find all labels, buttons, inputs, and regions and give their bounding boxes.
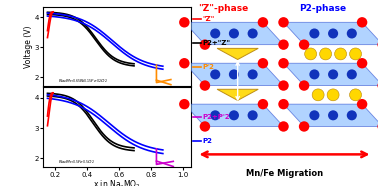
Circle shape xyxy=(347,28,357,39)
Circle shape xyxy=(357,17,367,28)
Circle shape xyxy=(278,39,289,50)
Text: P2-phase: P2-phase xyxy=(299,4,347,13)
Circle shape xyxy=(328,28,338,39)
Text: P2: P2 xyxy=(202,138,212,144)
Circle shape xyxy=(278,99,289,109)
Circle shape xyxy=(309,69,319,79)
Y-axis label: Voltage (V): Voltage (V) xyxy=(25,25,33,68)
Circle shape xyxy=(320,48,332,60)
Circle shape xyxy=(309,28,319,39)
Circle shape xyxy=(299,80,309,91)
Text: Na$_x$Mn$_{0.65}$Ni$_{0.15}$Fe$_{0.2}$O$_2$: Na$_x$Mn$_{0.65}$Ni$_{0.15}$Fe$_{0.2}$O$… xyxy=(58,78,108,85)
Circle shape xyxy=(200,121,210,132)
Circle shape xyxy=(278,121,289,132)
Circle shape xyxy=(179,17,190,28)
Polygon shape xyxy=(217,48,258,60)
X-axis label: x in Na$_x$MO$_2$: x in Na$_x$MO$_2$ xyxy=(93,179,141,186)
Circle shape xyxy=(305,48,317,60)
Polygon shape xyxy=(284,63,378,86)
Circle shape xyxy=(258,99,268,109)
Circle shape xyxy=(278,17,289,28)
Circle shape xyxy=(299,39,309,50)
Circle shape xyxy=(350,89,361,101)
Circle shape xyxy=(328,110,338,120)
Circle shape xyxy=(357,99,367,109)
Circle shape xyxy=(229,110,239,120)
Circle shape xyxy=(278,58,289,68)
Polygon shape xyxy=(217,89,258,100)
Circle shape xyxy=(248,110,258,120)
Circle shape xyxy=(347,69,357,79)
Circle shape xyxy=(335,48,347,60)
Circle shape xyxy=(210,28,220,39)
Circle shape xyxy=(258,58,268,68)
Text: Na$_x$Mn$_{0.5}$Fe$_{0.5}$O$_2$: Na$_x$Mn$_{0.5}$Fe$_{0.5}$O$_2$ xyxy=(58,158,95,166)
Circle shape xyxy=(328,69,338,79)
Polygon shape xyxy=(284,104,378,126)
Circle shape xyxy=(299,121,309,132)
Circle shape xyxy=(248,69,258,79)
Polygon shape xyxy=(184,63,284,86)
Text: "Z": "Z" xyxy=(202,16,214,22)
Text: "Z"-phase: "Z"-phase xyxy=(198,4,249,13)
Circle shape xyxy=(278,80,289,91)
Circle shape xyxy=(350,48,361,60)
Polygon shape xyxy=(184,104,284,126)
Circle shape xyxy=(210,110,220,120)
Text: P2+"Z": P2+"Z" xyxy=(202,40,230,46)
Circle shape xyxy=(357,58,367,68)
Circle shape xyxy=(210,69,220,79)
Circle shape xyxy=(347,110,357,120)
Circle shape xyxy=(258,17,268,28)
Polygon shape xyxy=(284,22,378,45)
Text: P'2: P'2 xyxy=(202,64,214,70)
Circle shape xyxy=(309,110,319,120)
Circle shape xyxy=(327,89,339,101)
Circle shape xyxy=(312,89,324,101)
Text: Mn/Fe Migration: Mn/Fe Migration xyxy=(246,169,323,178)
Circle shape xyxy=(248,28,258,39)
Polygon shape xyxy=(184,22,284,45)
Circle shape xyxy=(179,99,190,109)
Circle shape xyxy=(179,58,190,68)
Circle shape xyxy=(229,69,239,79)
Circle shape xyxy=(200,80,210,91)
Circle shape xyxy=(200,39,210,50)
Circle shape xyxy=(229,28,239,39)
Text: P2+P'2: P2+P'2 xyxy=(202,114,230,120)
